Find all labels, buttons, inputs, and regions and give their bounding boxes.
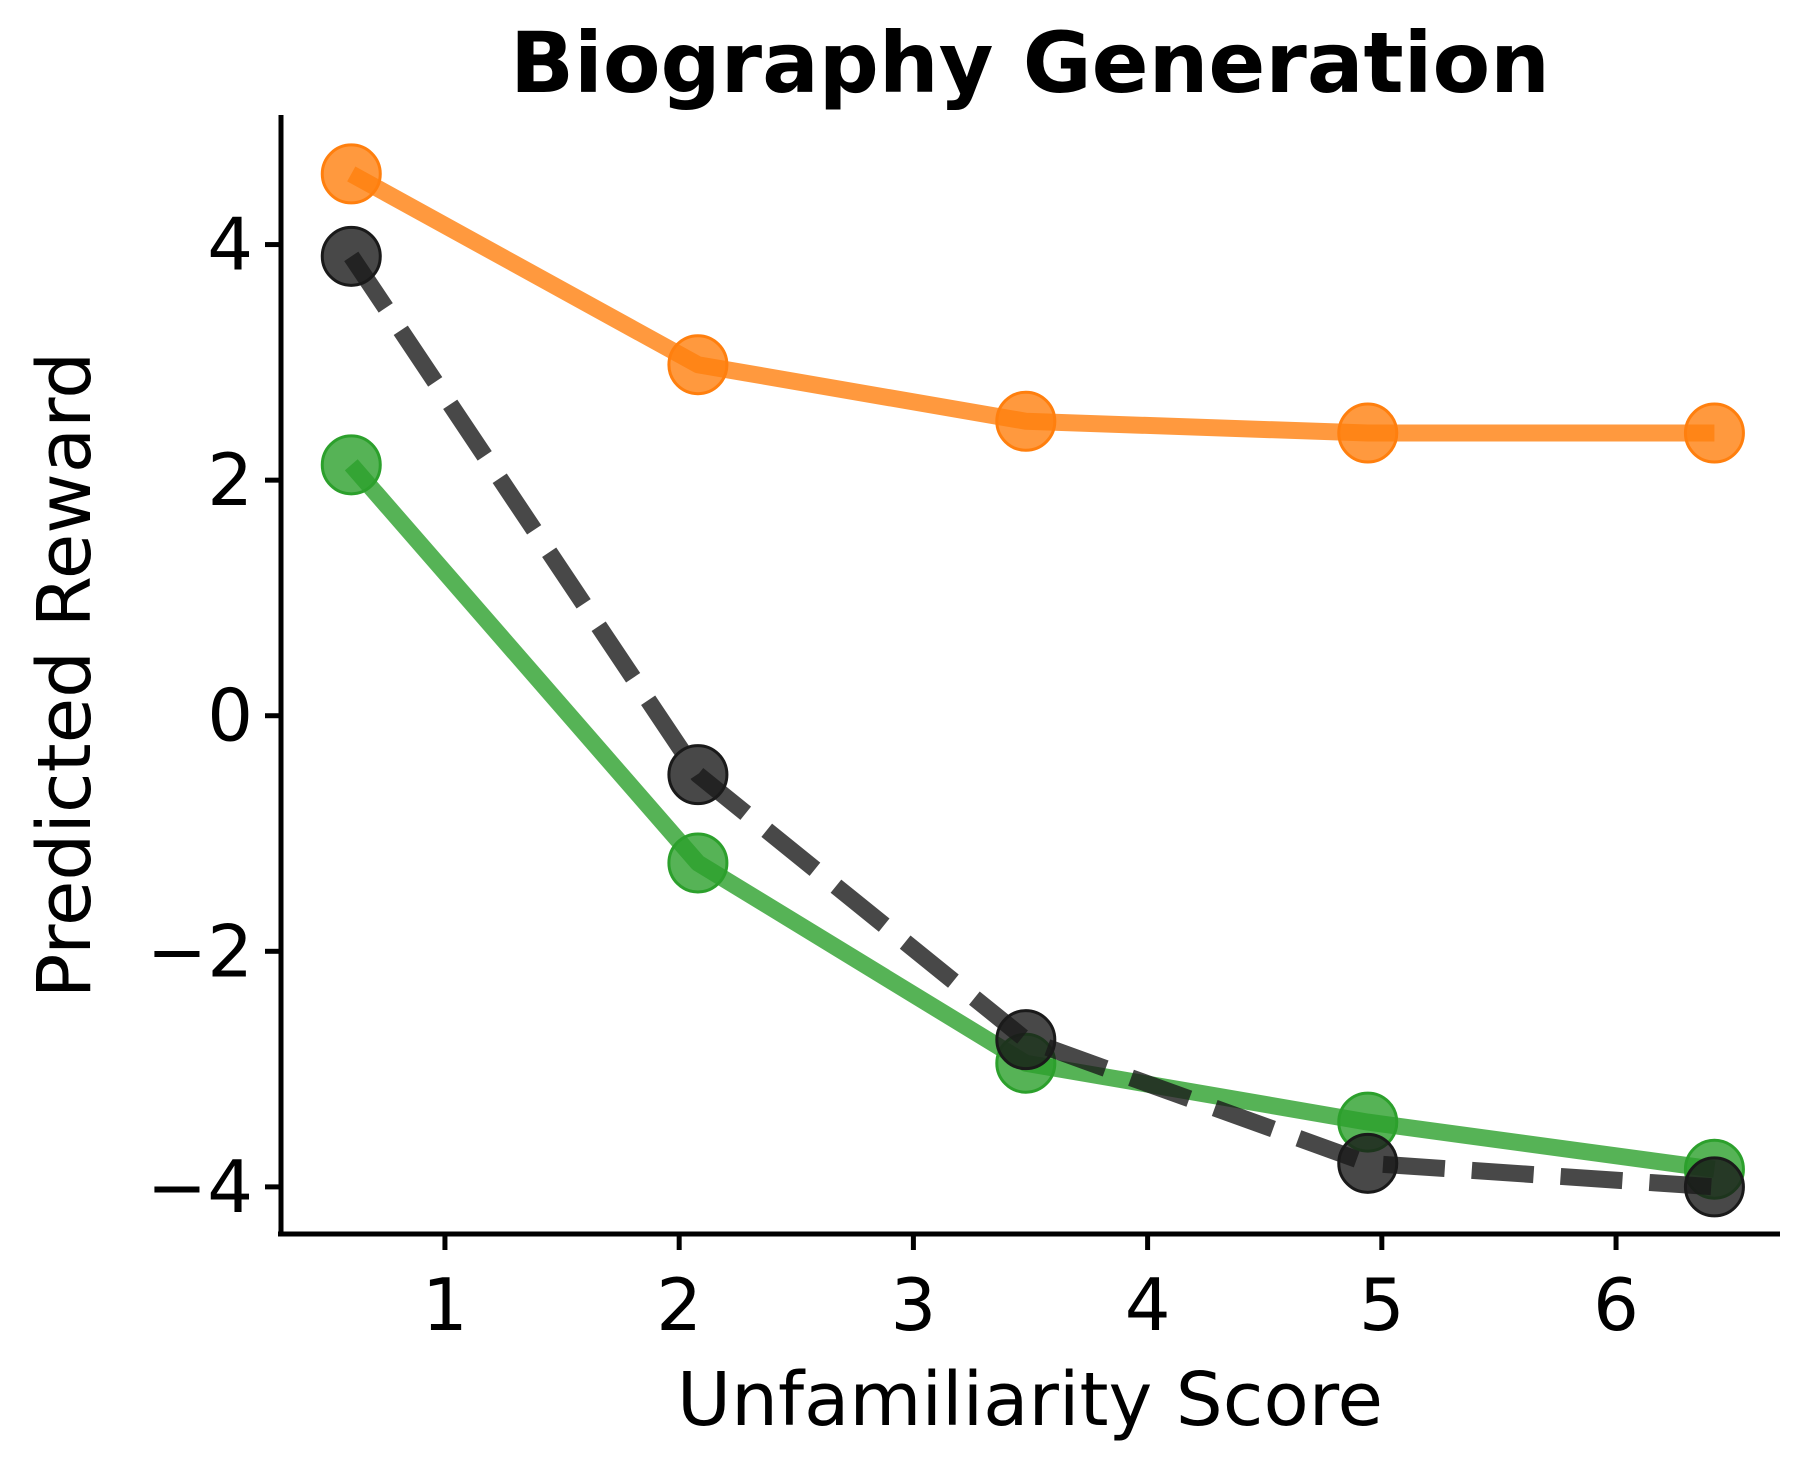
x-tick-group: 1 2 3 4 5 6 xyxy=(422,1234,1639,1347)
data-point xyxy=(667,832,729,894)
x-tick-label: 2 xyxy=(656,1263,702,1347)
data-point xyxy=(1683,1156,1745,1218)
data-point xyxy=(1337,402,1399,464)
data-point xyxy=(667,744,729,806)
series-2 xyxy=(320,225,1745,1218)
y-tick-label: 0 xyxy=(207,674,253,758)
x-tick-label: 4 xyxy=(1125,1263,1171,1347)
x-tick-label: 6 xyxy=(1593,1263,1639,1347)
y-axis-label: Predicted Reward xyxy=(22,352,108,999)
data-point xyxy=(320,434,382,496)
x-tick-label: 3 xyxy=(890,1263,936,1347)
y-tick-label: 2 xyxy=(207,438,253,522)
data-point xyxy=(995,1009,1057,1071)
data-point xyxy=(1337,1132,1399,1194)
chart-title: Biography Generation xyxy=(510,14,1550,112)
data-point xyxy=(1683,402,1745,464)
x-tick-label: 5 xyxy=(1359,1263,1405,1347)
series-line xyxy=(344,251,1715,1196)
y-tick-label: 4 xyxy=(207,203,253,287)
data-point xyxy=(320,143,382,205)
series-1 xyxy=(320,434,1745,1200)
data-point xyxy=(995,390,1057,452)
y-tick-group: −4 −2 0 2 4 xyxy=(147,203,281,1229)
y-tick-label: −4 xyxy=(147,1145,253,1229)
series-layer xyxy=(320,143,1745,1218)
y-tick-label: −2 xyxy=(147,909,253,993)
data-point xyxy=(320,225,382,287)
x-tick-label: 1 xyxy=(422,1263,468,1347)
x-axis-label: Unfamiliarity Score xyxy=(677,1357,1383,1443)
series-0 xyxy=(320,143,1745,464)
data-point xyxy=(667,334,729,396)
